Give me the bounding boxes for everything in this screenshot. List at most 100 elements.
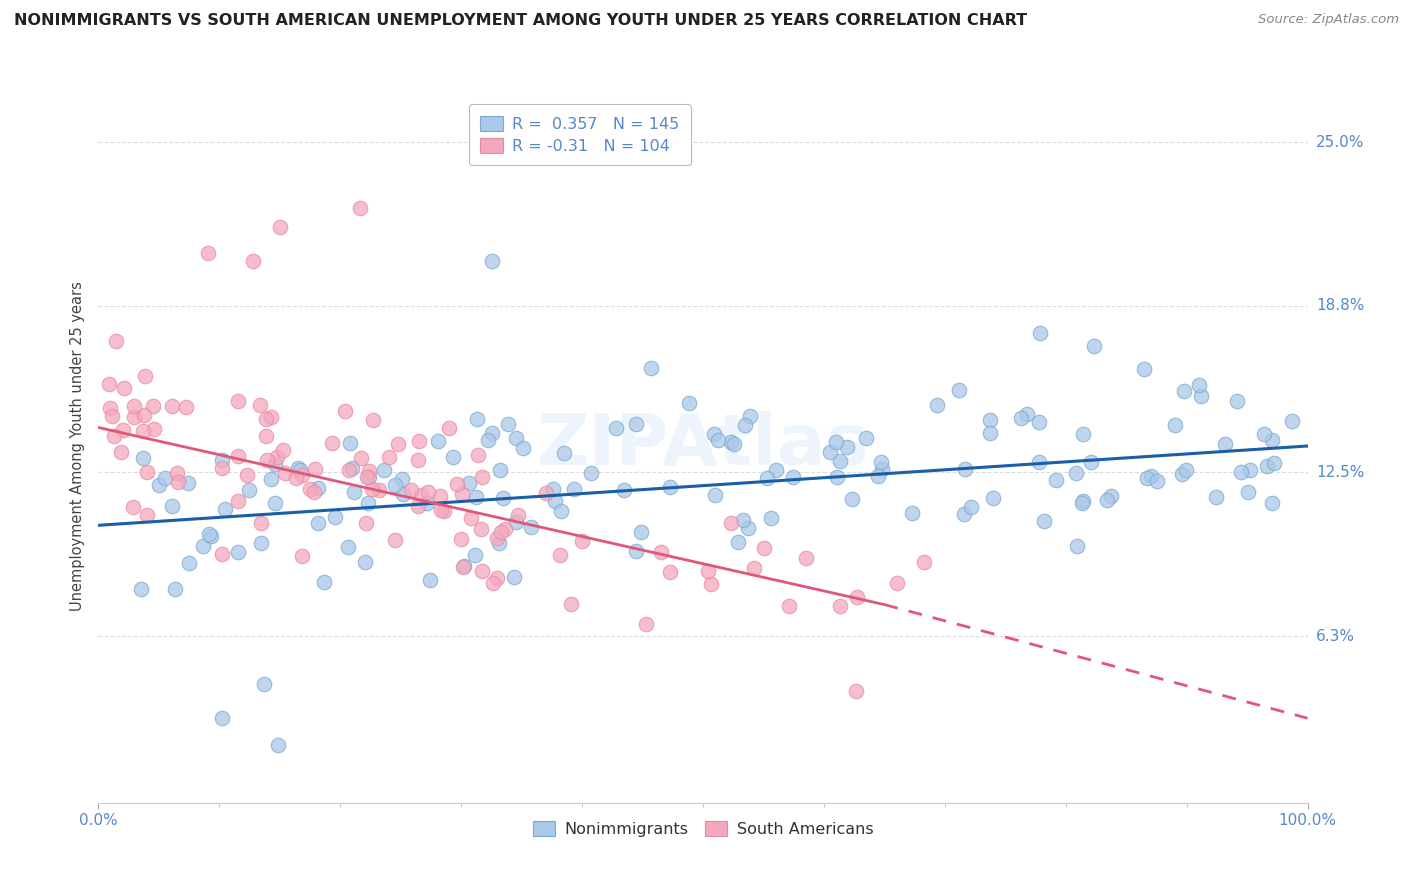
Point xyxy=(214,501,236,516)
Point xyxy=(630,524,652,539)
Y-axis label: Unemployment Among Youth under 25 years: Unemployment Among Youth under 25 years xyxy=(70,281,86,611)
Point xyxy=(177,475,200,490)
Point xyxy=(761,511,783,525)
Point xyxy=(357,496,380,510)
Point xyxy=(122,400,145,414)
Point xyxy=(471,564,494,578)
Point xyxy=(457,476,479,491)
Point xyxy=(131,424,153,438)
Point xyxy=(927,398,949,412)
Point xyxy=(465,490,488,504)
Point xyxy=(460,511,482,525)
Point xyxy=(464,549,486,563)
Point xyxy=(1170,467,1192,481)
Point xyxy=(361,412,384,426)
Point xyxy=(441,450,464,465)
Point xyxy=(433,504,456,518)
Point xyxy=(253,677,276,691)
Point xyxy=(122,500,145,515)
Point xyxy=(264,496,287,510)
Point xyxy=(733,513,755,527)
Point xyxy=(845,683,868,698)
Point xyxy=(1261,433,1284,447)
Point xyxy=(872,462,894,476)
Point xyxy=(112,423,135,437)
Point xyxy=(886,575,908,590)
Point xyxy=(416,496,439,510)
Point xyxy=(818,445,841,459)
Point xyxy=(135,508,157,522)
Point xyxy=(359,464,381,478)
Point xyxy=(624,417,647,432)
Point xyxy=(304,461,326,475)
Point xyxy=(1028,454,1050,468)
Point xyxy=(506,508,529,523)
Point xyxy=(122,410,145,425)
Point xyxy=(1015,407,1038,421)
Point xyxy=(409,488,432,502)
Point xyxy=(160,499,183,513)
Point xyxy=(1071,427,1094,442)
Point xyxy=(837,440,859,454)
Point xyxy=(562,482,585,496)
Point xyxy=(384,477,406,491)
Point xyxy=(100,401,122,416)
Point xyxy=(697,564,720,578)
Point xyxy=(960,500,983,514)
Point xyxy=(323,510,346,524)
Point xyxy=(1188,377,1211,392)
Point xyxy=(720,435,742,450)
Point xyxy=(226,449,249,463)
Point xyxy=(238,483,260,498)
Point xyxy=(337,463,360,477)
Point xyxy=(321,436,343,450)
Point xyxy=(179,556,201,570)
Text: NONIMMIGRANTS VS SOUTH AMERICAN UNEMPLOYMENT AMONG YOUTH UNDER 25 YEARS CORRELAT: NONIMMIGRANTS VS SOUTH AMERICAN UNEMPLOY… xyxy=(14,13,1028,29)
Point xyxy=(494,522,516,536)
Point xyxy=(392,487,415,501)
Point xyxy=(541,482,564,496)
Point xyxy=(477,433,499,447)
Point xyxy=(467,412,489,426)
Point xyxy=(132,450,155,465)
Point xyxy=(659,566,682,580)
Point xyxy=(486,571,509,585)
Point xyxy=(269,219,291,234)
Point xyxy=(707,433,730,447)
Text: 18.8%: 18.8% xyxy=(1316,299,1364,313)
Point xyxy=(534,486,557,500)
Text: ZIPAtlas: ZIPAtlas xyxy=(537,411,869,481)
Point xyxy=(550,504,572,518)
Point xyxy=(1263,456,1285,470)
Point xyxy=(354,516,377,531)
Point xyxy=(866,469,889,483)
Point xyxy=(267,738,290,752)
Point xyxy=(1133,362,1156,376)
Point xyxy=(700,577,723,591)
Point xyxy=(1256,458,1278,473)
Point xyxy=(1213,436,1236,450)
Point xyxy=(298,482,321,496)
Point xyxy=(571,533,593,548)
Point xyxy=(825,434,848,449)
Point xyxy=(579,466,602,480)
Point xyxy=(259,472,281,486)
Point xyxy=(1239,463,1261,477)
Point xyxy=(211,460,233,475)
Point xyxy=(727,534,749,549)
Point xyxy=(287,461,309,475)
Point xyxy=(481,254,503,268)
Point xyxy=(634,617,657,632)
Point xyxy=(357,469,380,483)
Point xyxy=(981,491,1004,505)
Point xyxy=(266,450,288,465)
Point xyxy=(307,516,329,531)
Point xyxy=(723,437,745,451)
Point xyxy=(349,201,371,215)
Point xyxy=(226,394,249,409)
Point xyxy=(1028,415,1050,429)
Point xyxy=(249,516,271,530)
Point xyxy=(112,381,135,395)
Point xyxy=(720,516,742,530)
Point xyxy=(845,590,868,604)
